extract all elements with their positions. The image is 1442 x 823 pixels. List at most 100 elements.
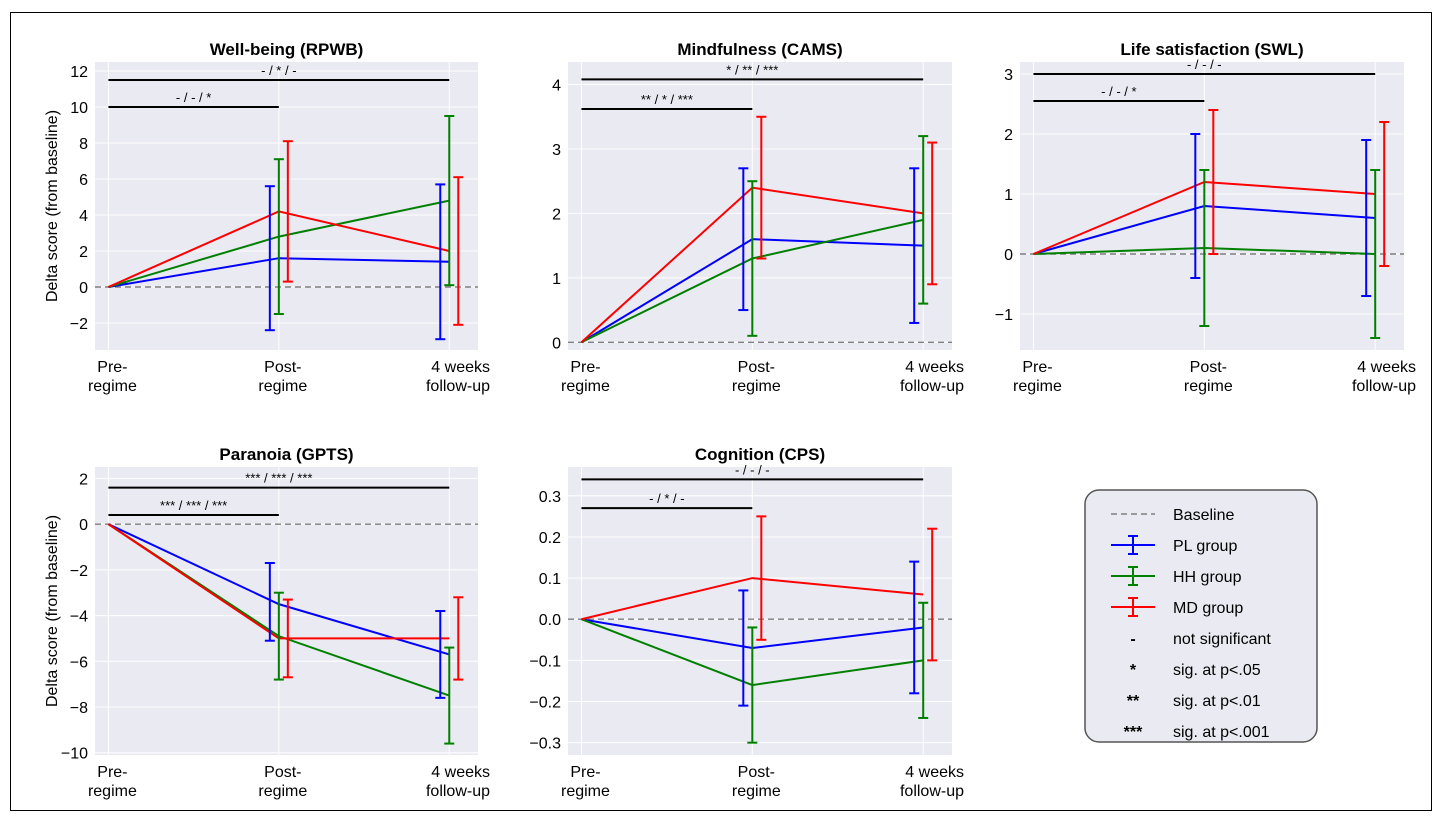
x-tick-label: follow-up bbox=[426, 378, 490, 395]
chart-panel: −10 −8 −6 −4 −2 0 2 Pre-regime Post-regime 4 week… bbox=[44, 445, 490, 800]
significance-label: *** / *** / *** bbox=[245, 471, 312, 486]
x-tick-label: follow-up bbox=[900, 783, 964, 800]
y-tick-label: 1 bbox=[1004, 187, 1013, 204]
plot-area bbox=[95, 467, 478, 755]
x-tick-label: Pre- bbox=[570, 764, 600, 781]
y-tick-label: 10 bbox=[70, 100, 88, 117]
chart-title: Paranoia (GPTS) bbox=[219, 445, 353, 464]
x-tick-label: Pre- bbox=[97, 359, 127, 376]
y-tick-label: −6 bbox=[70, 654, 88, 671]
plot-area bbox=[568, 467, 952, 755]
significance-label: - / - / - bbox=[1187, 57, 1222, 72]
significance-label: *** / *** / *** bbox=[160, 498, 227, 513]
chart-title: Life satisfaction (SWL) bbox=[1120, 40, 1303, 59]
y-tick-label: 0 bbox=[1004, 247, 1013, 264]
significance-label: * / ** / *** bbox=[726, 62, 778, 77]
legend-label: sig. at p<.05 bbox=[1173, 662, 1261, 679]
legend-label-hh: HH group bbox=[1173, 569, 1242, 586]
x-tick-label: regime bbox=[88, 783, 137, 800]
x-tick-label: 4 weeks bbox=[431, 359, 490, 376]
x-tick-label: Pre- bbox=[570, 359, 600, 376]
y-tick-label: −2 bbox=[70, 563, 88, 580]
x-tick-label: Post- bbox=[1190, 359, 1227, 376]
x-tick-label: 4 weeks bbox=[905, 764, 964, 781]
y-tick-label: −0.2 bbox=[529, 695, 561, 712]
x-tick-label: follow-up bbox=[426, 783, 490, 800]
legend-symbol: *** bbox=[1124, 724, 1143, 741]
legend-label: sig. at p<.01 bbox=[1173, 693, 1261, 710]
x-tick-label: Post- bbox=[738, 359, 775, 376]
y-tick-label: 4 bbox=[552, 78, 561, 95]
legend-label-pl: PL group bbox=[1173, 538, 1237, 555]
y-tick-label: 4 bbox=[79, 208, 88, 225]
y-tick-label: 3 bbox=[552, 142, 561, 159]
y-tick-label: −0.3 bbox=[529, 736, 561, 753]
legend-label-md: MD group bbox=[1173, 600, 1243, 617]
x-tick-label: follow-up bbox=[1352, 378, 1416, 395]
chart-panel: −2 0 2 4 6 8 10 12 Pre-regime Post-regime 4 weeks f… bbox=[44, 40, 490, 395]
legend: Baseline PL group HH group MD group - not sig… bbox=[1084, 489, 1318, 743]
legend-box bbox=[1084, 489, 1318, 743]
x-tick-label: Post- bbox=[264, 359, 301, 376]
y-tick-label: 2 bbox=[552, 206, 561, 223]
x-tick-label: regime bbox=[258, 378, 307, 395]
chart-panel: −1 0 1 2 3 Pre-regime Post-regime 4 weeks follow… bbox=[995, 40, 1416, 395]
x-tick-label: regime bbox=[88, 378, 137, 395]
significance-label: - / - / * bbox=[1101, 84, 1136, 99]
legend-symbol: - bbox=[1130, 631, 1135, 648]
x-tick-label: regime bbox=[258, 783, 307, 800]
x-tick-label: Pre- bbox=[97, 764, 127, 781]
plot-area bbox=[95, 62, 478, 350]
y-tick-label: 3 bbox=[1004, 67, 1013, 84]
significance-label: - / * / - bbox=[649, 491, 684, 506]
series-line-md bbox=[581, 577, 924, 621]
x-tick-label: regime bbox=[1013, 378, 1062, 395]
x-tick-label: regime bbox=[1184, 378, 1233, 395]
x-tick-label: 4 weeks bbox=[1357, 359, 1416, 376]
y-tick-label: 12 bbox=[70, 64, 88, 81]
y-tick-label: 0 bbox=[552, 335, 561, 352]
y-tick-label: 2 bbox=[79, 471, 88, 488]
legend-symbol: * bbox=[1130, 662, 1137, 679]
y-tick-label: 0 bbox=[79, 517, 88, 534]
x-tick-label: 4 weeks bbox=[905, 359, 964, 376]
significance-label: - / * / - bbox=[261, 63, 296, 78]
x-tick-label: follow-up bbox=[900, 378, 964, 395]
y-tick-label: −4 bbox=[70, 609, 88, 626]
x-tick-label: Post- bbox=[738, 764, 775, 781]
y-axis-label: Delta score (from baseline) bbox=[44, 515, 61, 707]
chart-title: Well-being (RPWB) bbox=[210, 40, 364, 59]
x-tick-label: regime bbox=[732, 783, 781, 800]
y-tick-label: −1 bbox=[995, 307, 1013, 324]
legend-label: not significant bbox=[1173, 631, 1271, 648]
x-tick-label: regime bbox=[732, 378, 781, 395]
chart-title: Mindfulness (CAMS) bbox=[677, 40, 842, 59]
y-tick-label: −2 bbox=[70, 316, 88, 333]
x-tick-label: Post- bbox=[264, 764, 301, 781]
y-tick-label: 0.2 bbox=[539, 530, 561, 547]
y-tick-label: 0 bbox=[79, 280, 88, 297]
chart-title: Cognition (CPS) bbox=[695, 445, 825, 464]
y-tick-label: 0.0 bbox=[539, 612, 561, 629]
y-axis-label: Delta score (from baseline) bbox=[44, 110, 61, 302]
y-tick-label: 0.3 bbox=[539, 489, 561, 506]
y-tick-label: −8 bbox=[70, 700, 88, 717]
chart-panel: 0 1 2 3 4 Pre-regime Post-regime 4 weeks follow-… bbox=[552, 40, 964, 395]
y-tick-label: 6 bbox=[79, 172, 88, 189]
x-tick-label: 4 weeks bbox=[431, 764, 490, 781]
legend-symbol: ** bbox=[1127, 693, 1140, 710]
significance-label: - / - / - bbox=[735, 462, 770, 477]
x-tick-label: regime bbox=[561, 378, 610, 395]
y-tick-label: 1 bbox=[552, 271, 561, 288]
y-tick-label: 2 bbox=[1004, 127, 1013, 144]
significance-label: ** / * / *** bbox=[641, 92, 693, 107]
x-tick-label: Pre- bbox=[1022, 359, 1052, 376]
y-tick-label: 0.1 bbox=[539, 571, 561, 588]
y-tick-label: −10 bbox=[61, 746, 88, 763]
plot-area bbox=[568, 62, 952, 350]
significance-label: - / - / * bbox=[176, 90, 211, 105]
x-tick-label: regime bbox=[561, 783, 610, 800]
y-tick-label: −0.1 bbox=[529, 653, 561, 670]
y-tick-label: 8 bbox=[79, 136, 88, 153]
